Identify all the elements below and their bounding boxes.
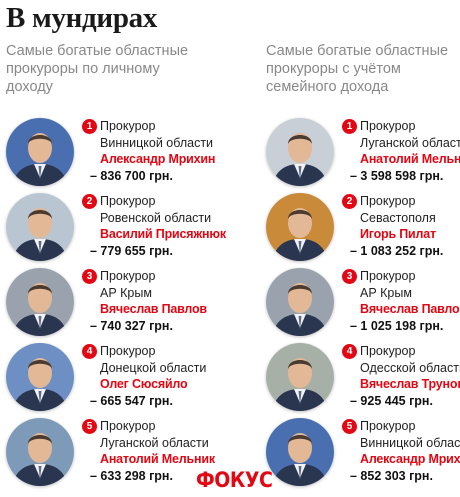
rank-badge: 2: [82, 194, 97, 209]
region-label: Севастополя: [360, 210, 436, 225]
rank-badge: 5: [342, 419, 357, 434]
prosecutor-entry: 5 Прокурор Луганской области Анатолий Мельн…: [6, 418, 215, 492]
role-label: Прокурор: [360, 269, 416, 283]
right-column-heading: Самые богатые областные прокуроры с учёт…: [266, 43, 449, 95]
prosecutor-entry: 3 Прокурор АР Крым Вячеслав Павлов – 740 327…: [6, 268, 207, 342]
prosecutor-entry: 2 Прокурор Севастополя Игорь Пилат – 1 083 2…: [266, 193, 460, 267]
role-label: Прокурор: [360, 194, 416, 208]
person-name: Анатолий Мельник: [360, 152, 460, 166]
person-name: Вячеслав Трунов: [360, 377, 460, 391]
region-label: Ровенской области: [100, 210, 212, 225]
portrait-photo: [266, 268, 334, 336]
rank-badge: 4: [342, 344, 357, 359]
income-amount: – 836 700 грн.: [90, 168, 173, 183]
rank-badge: 3: [82, 269, 97, 284]
portrait-photo: [266, 193, 334, 261]
person-name: Василий Присяжнюк: [100, 227, 226, 241]
region-label: Винницкой области: [100, 135, 214, 150]
portrait-photo: [6, 418, 74, 486]
role-label: Прокурор: [100, 119, 156, 133]
region-label: АР Крым: [100, 285, 152, 300]
income-amount: – 779 655 грн.: [90, 243, 173, 258]
role-label: Прокурор: [360, 419, 416, 433]
rank-badge: 2: [342, 194, 357, 209]
portrait-photo: [266, 118, 334, 186]
region-label: Одесской области: [360, 360, 460, 375]
income-amount: – 633 298 грн.: [90, 468, 173, 483]
income-amount: – 1 083 252 грн.: [350, 243, 444, 258]
region-label: Луганской области: [100, 435, 209, 450]
portrait-photo: [6, 193, 74, 261]
region-label: Донецкой области: [100, 360, 207, 375]
focus-logo: ФОКУС: [196, 468, 273, 492]
portrait-photo: [266, 418, 334, 486]
portrait-photo: [266, 343, 334, 411]
portrait-photo: [6, 343, 74, 411]
income-amount: – 1 025 198 грн.: [350, 318, 444, 333]
rank-badge: 5: [82, 419, 97, 434]
prosecutor-entry: 4 Прокурор Одесской области Вячеслав Трунов…: [266, 343, 460, 417]
rank-badge: 3: [342, 269, 357, 284]
role-label: Прокурор: [100, 194, 156, 208]
region-label: Винницкой области: [360, 435, 460, 450]
prosecutor-entry: 3 Прокурор АР Крым Вячеслав Павлов – 1 025 1…: [266, 268, 460, 342]
role-label: Прокурор: [100, 269, 156, 283]
rank-badge: 1: [342, 119, 357, 134]
role-label: Прокурор: [360, 119, 416, 133]
person-name: Анатолий Мельник: [100, 452, 215, 466]
person-name: Александр Мрихин: [100, 152, 216, 166]
person-name: Игорь Пилат: [360, 227, 436, 241]
income-amount: – 3 598 598 грн.: [350, 168, 444, 183]
portrait-photo: [6, 118, 74, 186]
region-label: АР Крым: [360, 285, 412, 300]
rank-badge: 4: [82, 344, 97, 359]
page-title: В мундирах: [6, 2, 158, 34]
rank-badge: 1: [82, 119, 97, 134]
income-amount: – 740 327 грн.: [90, 318, 173, 333]
person-name: Александр Мрихин: [360, 452, 460, 466]
region-label: Луганской области: [360, 135, 460, 150]
prosecutor-entry: 2 Прокурор Ровенской области Василий Присяж…: [6, 193, 226, 267]
person-name: Вячеслав Павлов: [360, 302, 460, 316]
role-label: Прокурор: [100, 344, 156, 358]
prosecutor-entry: 4 Прокурор Донецкой области Олег Сюсяйло – 6…: [6, 343, 206, 417]
left-column-heading: Самые богатые областные прокуроры по лич…: [6, 43, 189, 95]
role-label: Прокурор: [360, 344, 416, 358]
income-amount: – 925 445 грн.: [350, 393, 433, 408]
portrait-photo: [6, 268, 74, 336]
person-name: Вячеслав Павлов: [100, 302, 207, 316]
income-amount: – 665 547 грн.: [90, 393, 173, 408]
role-label: Прокурор: [100, 419, 156, 433]
prosecutor-entry: 1 Прокурор Винницкой области Александр Мрих…: [6, 118, 215, 192]
person-name: Олег Сюсяйло: [100, 377, 188, 391]
prosecutor-entry: 1 Прокурор Луганской области Анатолий Мельн…: [266, 118, 460, 192]
income-amount: – 852 303 грн.: [350, 468, 433, 483]
